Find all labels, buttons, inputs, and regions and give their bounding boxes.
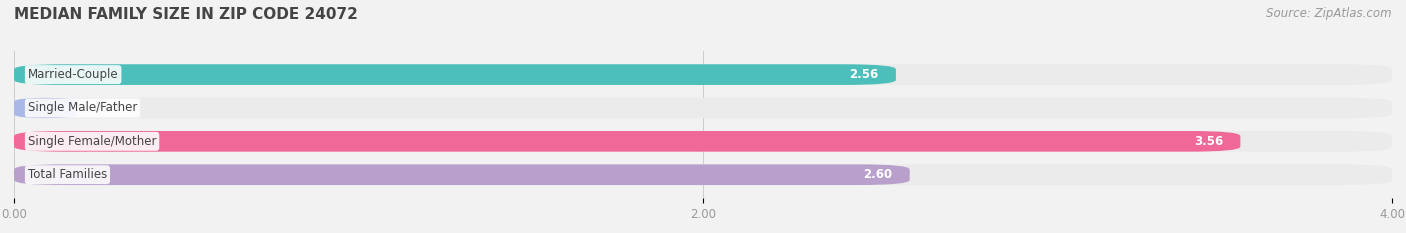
FancyBboxPatch shape [14,64,896,85]
Text: MEDIAN FAMILY SIZE IN ZIP CODE 24072: MEDIAN FAMILY SIZE IN ZIP CODE 24072 [14,7,359,22]
Text: Single Female/Mother: Single Female/Mother [28,135,156,148]
FancyBboxPatch shape [14,164,910,185]
Text: Total Families: Total Families [28,168,107,181]
FancyBboxPatch shape [14,164,1392,185]
Text: Source: ZipAtlas.com: Source: ZipAtlas.com [1267,7,1392,20]
Text: Married-Couple: Married-Couple [28,68,118,81]
Text: Single Male/Father: Single Male/Father [28,102,138,114]
FancyBboxPatch shape [14,131,1240,152]
FancyBboxPatch shape [14,64,1392,85]
Text: 2.60: 2.60 [863,168,893,181]
Text: 3.56: 3.56 [1194,135,1223,148]
Text: 2.56: 2.56 [849,68,879,81]
FancyBboxPatch shape [14,98,1392,118]
Text: 0.00: 0.00 [93,102,120,114]
FancyBboxPatch shape [14,98,76,118]
FancyBboxPatch shape [14,131,1392,152]
